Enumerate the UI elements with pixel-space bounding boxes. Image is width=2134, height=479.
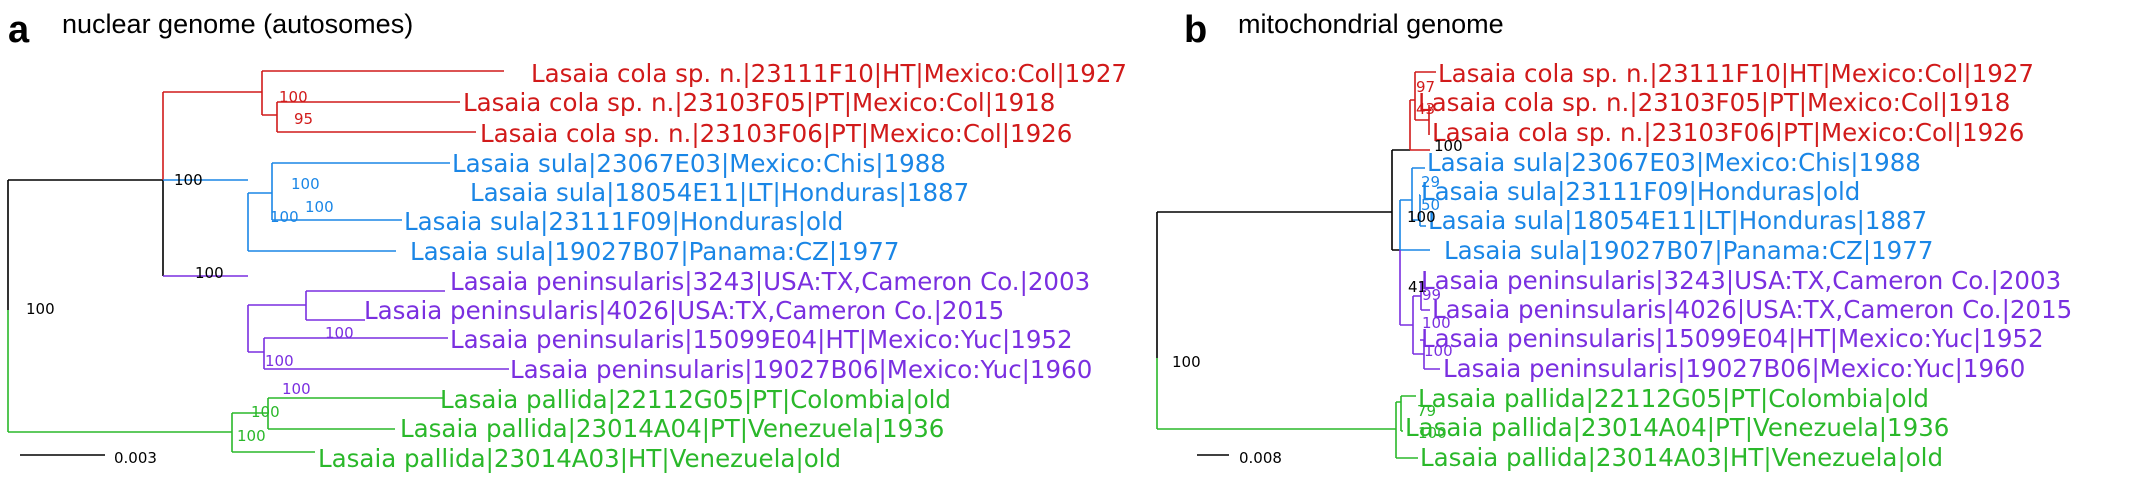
leaf-label: Lasaia pallida|22112G05|PT|Colombia|old [1418,384,1929,413]
support-value: 100 [1422,314,1451,332]
support-value: 100 [237,427,266,445]
leaf-label: Lasaia sula|18054E11|LT|Honduras|1887 [470,178,969,207]
leaf-label: Lasaia peninsularis|15099E04|HT|Mexico:Y… [1421,324,2044,353]
panel-b-title: mitochondrial genome [1238,9,1504,39]
support-value: 100 [270,208,299,226]
leaf-label: Lasaia sula|23111F09|Honduras|old [404,207,843,236]
leaf-label: Lasaia sula|18054E11|LT|Honduras|1887 [1428,206,1927,235]
support-value: 100 [1434,137,1463,155]
support-value: 100 [1424,342,1453,360]
leaf-label: Lasaia sula|23111F09|Honduras|old [1421,177,1860,206]
support-value: 100 [1407,208,1436,226]
leaf-label: Lasaia cola sp. n.|23103F06|PT|Mexico:Co… [1432,118,2024,147]
leaf-label: Lasaia peninsularis|19027B06|Mexico:Yuc|… [1443,354,2025,383]
leaf-label: Lasaia cola sp. n.|23111F10|HT|Mexico:Co… [531,59,1127,88]
support-value: 100 [282,380,311,398]
leaf-label: Lasaia peninsularis|19027B06|Mexico:Yuc|… [510,355,1092,384]
leaf-label: Lasaia pallida|23014A03|HT|Venezuela|old [318,444,841,473]
panel-b-scale-bar: 0.008 [1197,449,1282,467]
support-value: 97 [1416,78,1435,96]
branch [1409,71,1436,151]
support-value: 100 [325,324,354,342]
leaf-label: Lasaia sula|19027B07|Panama:CZ|1977 [1444,236,1933,265]
panel-a-scale-bar: 0.003 [20,449,157,467]
leaf-label: Lasaia peninsularis|3243|USA:TX,Cameron … [450,267,1090,296]
leaf-label: Lasaia pallida|22112G05|PT|Colombia|old [440,385,951,414]
panel-a-branches [7,70,509,453]
support-value: 41 [1408,278,1427,296]
panel-a-support: 100 95 100 100 100 100 100 100 100 100 1… [26,88,354,445]
branch [1399,167,1430,251]
branch [163,275,509,370]
branch [1399,250,1440,370]
support-value: 100 [174,171,203,189]
leaf-label: Lasaia pallida|23014A04|PT|Venezuela|193… [1405,413,1949,442]
support-value: 29 [1421,173,1440,191]
support-value: 99 [1422,286,1441,304]
support-value: 100 [1172,353,1201,371]
leaf-label: Lasaia sula|23067E03|Mexico:Chis|1988 [1427,148,1921,177]
support-value: 43 [1416,100,1435,118]
branch [7,179,164,310]
support-value: 100 [1418,424,1447,442]
panel-b-leaves: Lasaia cola sp. n.|23111F10|HT|Mexico:Co… [1405,59,2072,472]
panel-a: a nuclear genome (autosomes) Lasaia cola… [7,9,1127,473]
leaf-label: Lasaia sula|23067E03|Mexico:Chis|1988 [452,149,946,178]
panel-a-letter: a [8,9,30,51]
support-value: 100 [26,300,55,318]
branch [1156,149,1410,358]
leaf-label: Lasaia pallida|23014A04|PT|Venezuela|193… [400,414,944,443]
support-value: 100 [279,88,308,106]
support-value: 95 [294,110,313,128]
leaf-label: Lasaia cola sp. n.|23103F05|PT|Mexico:Co… [463,88,1055,117]
support-value: 50 [1421,196,1440,214]
panel-a-title: nuclear genome (autosomes) [62,9,413,39]
support-value: 100 [251,403,280,421]
leaf-label: Lasaia peninsularis|4026|USA:TX,Cameron … [364,296,1004,325]
leaf-label: Lasaia peninsularis|3243|USA:TX,Cameron … [1421,266,2061,295]
scale-bar-label: 0.008 [1239,449,1282,467]
branch [162,70,504,180]
panel-b-branches [1156,71,1440,459]
support-value: 100 [305,198,334,216]
leaf-label: Lasaia peninsularis|4026|USA:TX,Cameron … [1432,295,2072,324]
leaf-label: Lasaia cola sp. n.|23103F05|PT|Mexico:Co… [1418,88,2010,117]
scale-bar-label: 0.003 [114,449,157,467]
branch [8,397,444,453]
panel-b: b mitochondrial genome Lasaia cola sp. n… [1156,9,2072,472]
branch [1157,395,1418,459]
branch [163,162,450,252]
leaf-label: Lasaia cola sp. n.|23103F06|PT|Mexico:Co… [480,119,1072,148]
support-value: 100 [291,175,320,193]
leaf-label: Lasaia pallida|23014A03|HT|Venezuela|old [1420,443,1943,472]
panel-b-letter: b [1184,9,1207,51]
panel-a-leaves: Lasaia cola sp. n.|23111F10|HT|Mexico:Co… [318,59,1127,473]
panel-b-support: 97 43 100 29 50 100 41 99 100 100 100 79… [1172,78,1463,442]
leaf-label: Lasaia sula|19027B07|Panama:CZ|1977 [410,237,899,266]
leaf-label: Lasaia cola sp. n.|23111F10|HT|Mexico:Co… [1438,59,2034,88]
support-value: 100 [265,352,294,370]
leaf-label: Lasaia peninsularis|15099E04|HT|Mexico:Y… [450,325,1073,354]
support-value: 100 [195,264,224,282]
support-value: 79 [1417,402,1436,420]
